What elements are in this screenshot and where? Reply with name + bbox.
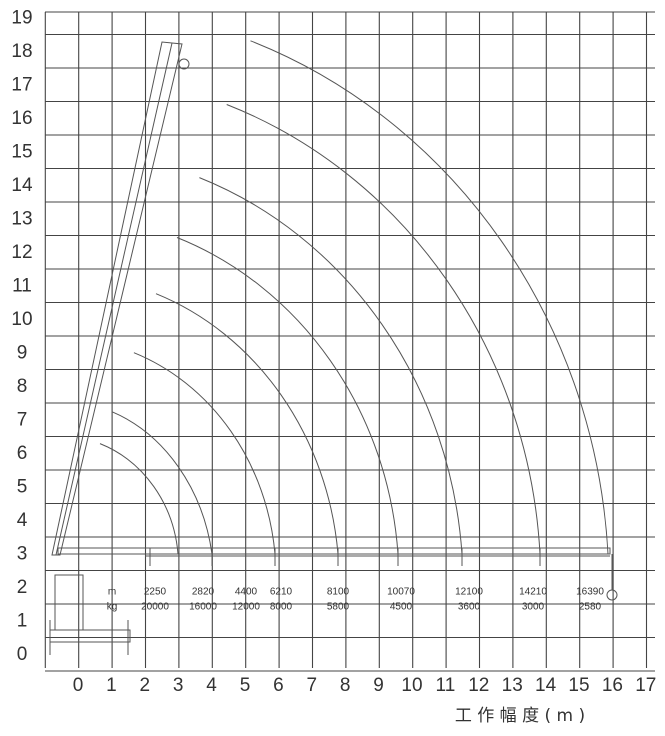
load-value: 2580: [579, 602, 602, 613]
x-tick-label: 3: [173, 675, 184, 696]
y-tick-label: 13: [11, 209, 32, 230]
radius-value: 14210: [519, 587, 547, 598]
x-tick-label: 6: [273, 675, 284, 696]
y-tick-label: 5: [17, 477, 28, 498]
boom-line: [55, 42, 173, 556]
x-tick-label: 12: [468, 675, 489, 696]
x-tick-label: 1: [106, 675, 117, 696]
x-tick-label: 4: [206, 675, 217, 696]
load-arc: [199, 177, 463, 555]
radius-value: 2820: [192, 587, 215, 598]
y-tick-label: 2: [17, 577, 28, 598]
load-arc: [226, 104, 541, 555]
y-tick-label: 6: [17, 443, 28, 464]
x-tick-label: 11: [436, 675, 456, 696]
y-tick-label: 12: [11, 242, 32, 263]
y-tick-label: 11: [12, 276, 32, 297]
x-tick-label: 16: [602, 675, 623, 696]
x-tick-label: 10: [401, 675, 422, 696]
load-value: 20000: [141, 602, 169, 613]
y-tick-label: 4: [17, 510, 28, 531]
load-arc: [133, 352, 276, 555]
load-unit: kg: [107, 602, 118, 613]
load-value: 4500: [390, 602, 413, 613]
boom: [51, 41, 183, 556]
boom-drawing: [49, 40, 618, 655]
load-value: 3600: [458, 602, 481, 613]
x-tick-label: 5: [240, 675, 251, 696]
y-tick-label: 0: [17, 644, 28, 665]
load-arc: [155, 293, 339, 555]
y-tick-label: 16: [11, 108, 32, 129]
load-value: 3000: [522, 602, 545, 613]
boom-horizontal: [57, 547, 611, 555]
y-tick-label: 19: [11, 8, 32, 29]
x-tick-label: 7: [307, 675, 318, 696]
base: [49, 629, 131, 643]
load-arc: [111, 411, 213, 555]
y-tick-label: 18: [11, 41, 32, 62]
load-arc: [176, 237, 399, 555]
x-tick-label: 0: [73, 675, 84, 696]
hook: [606, 589, 618, 601]
radius-value: 6210: [270, 587, 293, 598]
y-tick-label: 9: [17, 343, 28, 364]
load-arc: [250, 40, 609, 555]
grid: [44, 11, 655, 672]
column: [54, 574, 84, 631]
x-tick-label: 2: [140, 675, 151, 696]
radius-value: 8100: [327, 587, 350, 598]
y-tick-label: 8: [17, 376, 28, 397]
x-tick-label: 8: [340, 675, 351, 696]
radius-value: 2250: [144, 587, 167, 598]
y-tick-label: 1: [17, 611, 28, 632]
x-tick-label: 9: [373, 675, 384, 696]
x-tick-label: 15: [568, 675, 589, 696]
y-tick-label: 15: [11, 142, 32, 163]
load-value: 12000: [232, 602, 260, 613]
radius-value: 10070: [387, 587, 415, 598]
load-arc: [99, 443, 179, 555]
x-tick-label: 13: [502, 675, 523, 696]
radius-value: 12100: [455, 587, 483, 598]
x-tick-label: 17: [635, 675, 656, 696]
y-tick-label: 7: [17, 410, 28, 431]
radius-value: 16390: [576, 587, 604, 598]
y-tick-label: 10: [11, 309, 32, 330]
load-value: 8000: [270, 602, 293, 613]
load-value: 16000: [189, 602, 217, 613]
y-tick-label: 17: [11, 75, 32, 96]
hook: [178, 58, 190, 70]
x-tick-label: 14: [535, 675, 557, 696]
radius-unit: m: [108, 587, 116, 598]
x-axis-title: 工 作 幅 度 ( m ): [455, 706, 585, 726]
load-value: 5800: [327, 602, 350, 613]
y-tick-label: 14: [11, 175, 33, 196]
radius-value: 4400: [235, 587, 258, 598]
y-tick-label: 3: [17, 544, 28, 565]
